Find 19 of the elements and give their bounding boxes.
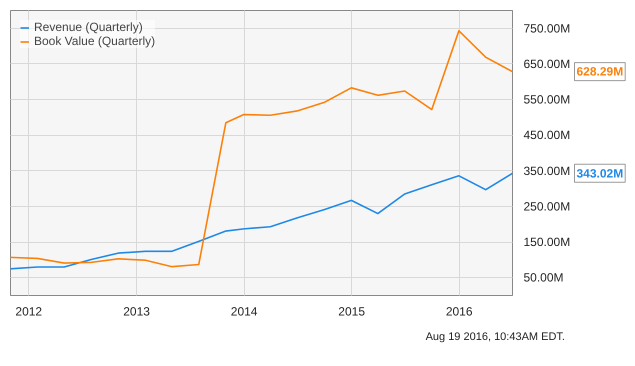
x-tick-label: 2012 [15, 304, 42, 318]
text: 628.29M [576, 64, 624, 79]
y-tick-label: 450.00M [524, 128, 570, 142]
x-tick-label: 2014 [230, 304, 258, 318]
legend-label: Book Value (Quarterly) [34, 34, 156, 48]
text: 343.02M [576, 166, 624, 180]
x-tick-label: 2013 [123, 304, 150, 318]
y-tick-label: 550.00M [524, 92, 570, 107]
y-tick-label: 650.00M [524, 56, 570, 71]
legend-label: Revenue (Quarterly) [34, 20, 143, 34]
y-tick-label: 150.00M [524, 235, 570, 250]
x-tick-label: 2016 [446, 304, 473, 318]
text: Aug 19 2016, 10:43AM EDT. [426, 330, 565, 345]
line-series [10, 172, 512, 270]
x-tick-label: 2015 [338, 304, 366, 318]
y-tick-label: 50.00M [524, 270, 564, 285]
y-tick-label: 750.00M [524, 21, 570, 36]
y-tick-label: 350.00M [524, 164, 570, 178]
y-tick-label: 250.00M [524, 199, 570, 214]
